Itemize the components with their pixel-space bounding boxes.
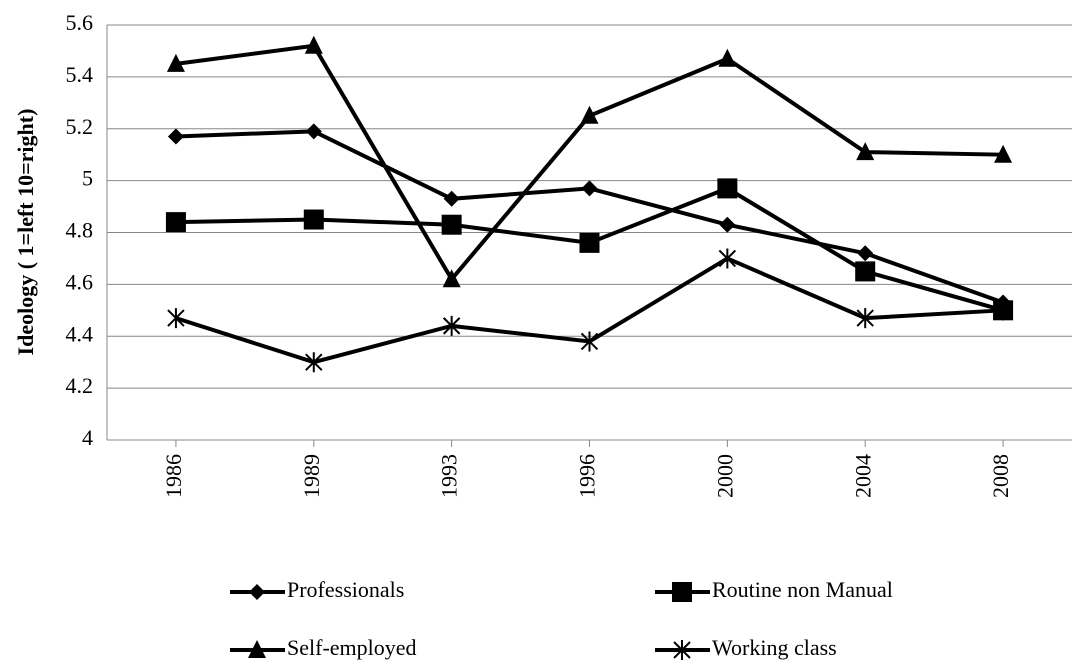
x-tick-label: 2008 xyxy=(988,454,1013,498)
legend-label: Routine non Manual xyxy=(712,577,893,602)
marker xyxy=(718,248,737,269)
marker xyxy=(443,190,460,207)
legend-label: Self-employed xyxy=(287,635,417,660)
x-tick-label: 2000 xyxy=(712,454,737,498)
y-tick-label: 5.6 xyxy=(66,10,94,35)
marker xyxy=(249,584,265,600)
marker xyxy=(855,261,876,282)
y-tick-label: 5.4 xyxy=(66,62,94,87)
marker xyxy=(579,232,600,253)
marker xyxy=(580,105,599,124)
marker xyxy=(167,308,185,329)
marker xyxy=(442,315,461,336)
x-tick-label: 1986 xyxy=(161,454,186,498)
marker xyxy=(303,209,324,230)
y-tick-label: 4 xyxy=(82,425,93,450)
marker xyxy=(305,352,323,373)
marker xyxy=(718,48,737,67)
marker xyxy=(580,331,599,352)
marker xyxy=(305,123,322,140)
marker xyxy=(994,300,1012,321)
marker xyxy=(166,53,185,72)
marker xyxy=(856,142,875,161)
marker xyxy=(717,178,738,199)
y-tick-label: 5 xyxy=(82,166,93,191)
marker xyxy=(994,144,1013,163)
marker xyxy=(304,35,323,54)
legend-label: Working class xyxy=(712,635,837,660)
legend-entry: Self-employed xyxy=(230,635,417,660)
marker xyxy=(719,216,736,233)
x-tick-label: 2004 xyxy=(850,454,875,498)
y-tick-label: 4.2 xyxy=(66,373,94,398)
marker xyxy=(441,214,462,235)
y-tick-label: 4.4 xyxy=(66,321,94,346)
x-tick-label: 1989 xyxy=(299,454,324,498)
y-tick-label: 4.8 xyxy=(66,218,94,243)
legend-entry: Routine non Manual xyxy=(655,577,893,602)
marker xyxy=(248,640,266,658)
y-axis-label: Ideology ( 1=left 10=right) xyxy=(13,109,38,356)
y-tick-label: 4.6 xyxy=(66,269,94,294)
legend-entry: Working class xyxy=(655,635,837,660)
marker xyxy=(672,582,692,602)
x-tick-label: 1996 xyxy=(575,454,600,498)
x-tick-label: 1993 xyxy=(437,454,462,498)
marker xyxy=(856,308,874,329)
y-tick-label: 5.2 xyxy=(66,114,94,139)
marker xyxy=(581,180,598,197)
marker xyxy=(165,212,186,233)
marker xyxy=(673,640,691,660)
marker xyxy=(167,128,184,145)
legend-label: Professionals xyxy=(287,577,404,602)
marker xyxy=(442,269,461,288)
legend-entry: Professionals xyxy=(230,577,404,602)
marker xyxy=(857,245,874,262)
